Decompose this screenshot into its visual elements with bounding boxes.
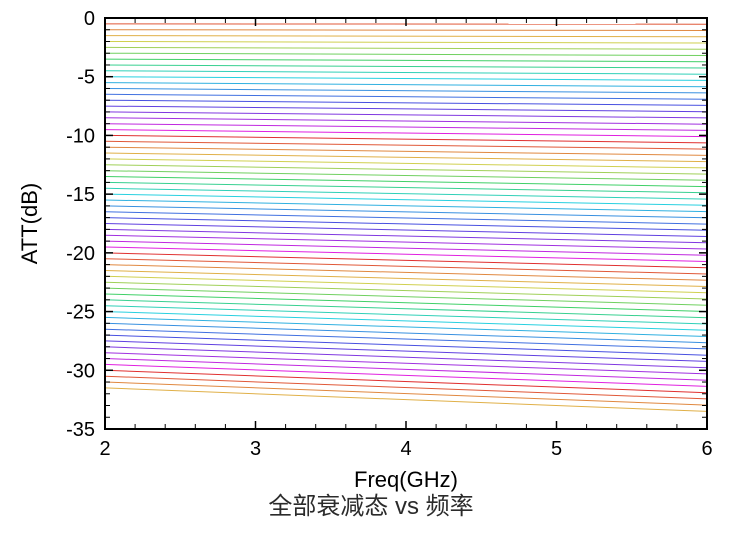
y-tick-label: -5 [77, 67, 95, 89]
x-tick-label: 3 [250, 438, 261, 460]
x-tick-label: 2 [99, 438, 110, 460]
x-tick-label: 5 [551, 438, 562, 460]
y-tick-label: -15 [66, 184, 95, 206]
y-tick-label: -20 [66, 243, 95, 265]
x-tick-label: 4 [400, 438, 411, 460]
x-tick-label: 6 [701, 438, 712, 460]
y-tick-label: -30 [66, 360, 95, 382]
y-tick-label: 0 [84, 8, 95, 30]
y-tick-label: -10 [66, 125, 95, 147]
y-tick-label: -35 [66, 419, 95, 441]
att-vs-freq-chart: 23456-35-30-25-20-15-10-50Freq(GHz)ATT(d… [0, 0, 742, 549]
chart-caption: 全部衰减态 vs 频率 [0, 486, 742, 521]
y-axis-label: ATT(dB) [17, 183, 42, 264]
page: { "chart": { "type": "line", "xlabel": "… [0, 0, 742, 549]
y-tick-label: -25 [66, 302, 95, 324]
